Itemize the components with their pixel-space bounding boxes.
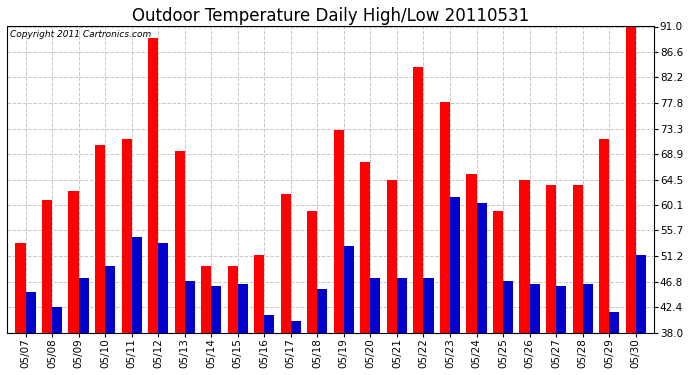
Bar [254,255,264,333]
Bar [26,292,36,333]
Bar [264,315,275,333]
Bar [158,243,168,333]
Bar [79,278,88,333]
Bar [317,289,328,333]
Bar [52,307,62,333]
Bar [290,321,301,333]
Bar [626,27,635,333]
Bar [450,197,460,333]
Bar [148,38,158,333]
Bar [105,266,115,333]
Bar [556,286,566,333]
Bar [573,185,582,333]
Bar [466,174,477,333]
Bar [424,278,433,333]
Title: Outdoor Temperature Daily High/Low 20110531: Outdoor Temperature Daily High/Low 20110… [132,7,529,25]
Bar [132,237,141,333]
Bar [609,312,619,333]
Bar [68,191,79,333]
Bar [238,284,248,333]
Bar [211,286,221,333]
Bar [493,211,503,333]
Bar [503,280,513,333]
Bar [599,139,609,333]
Bar [520,180,529,333]
Bar [307,211,317,333]
Bar [201,266,211,333]
Bar [15,243,26,333]
Bar [397,278,407,333]
Bar [121,139,132,333]
Bar [95,145,105,333]
Bar [334,130,344,333]
Bar [529,284,540,333]
Bar [387,180,397,333]
Bar [371,278,380,333]
Bar [344,246,354,333]
Bar [635,255,646,333]
Bar [360,162,371,333]
Bar [440,102,450,333]
Bar [175,151,185,333]
Bar [281,194,290,333]
Bar [185,280,195,333]
Bar [42,200,52,333]
Bar [582,284,593,333]
Bar [546,185,556,333]
Bar [477,202,486,333]
Bar [413,67,424,333]
Bar [228,266,238,333]
Text: Copyright 2011 Cartronics.com: Copyright 2011 Cartronics.com [10,30,151,39]
